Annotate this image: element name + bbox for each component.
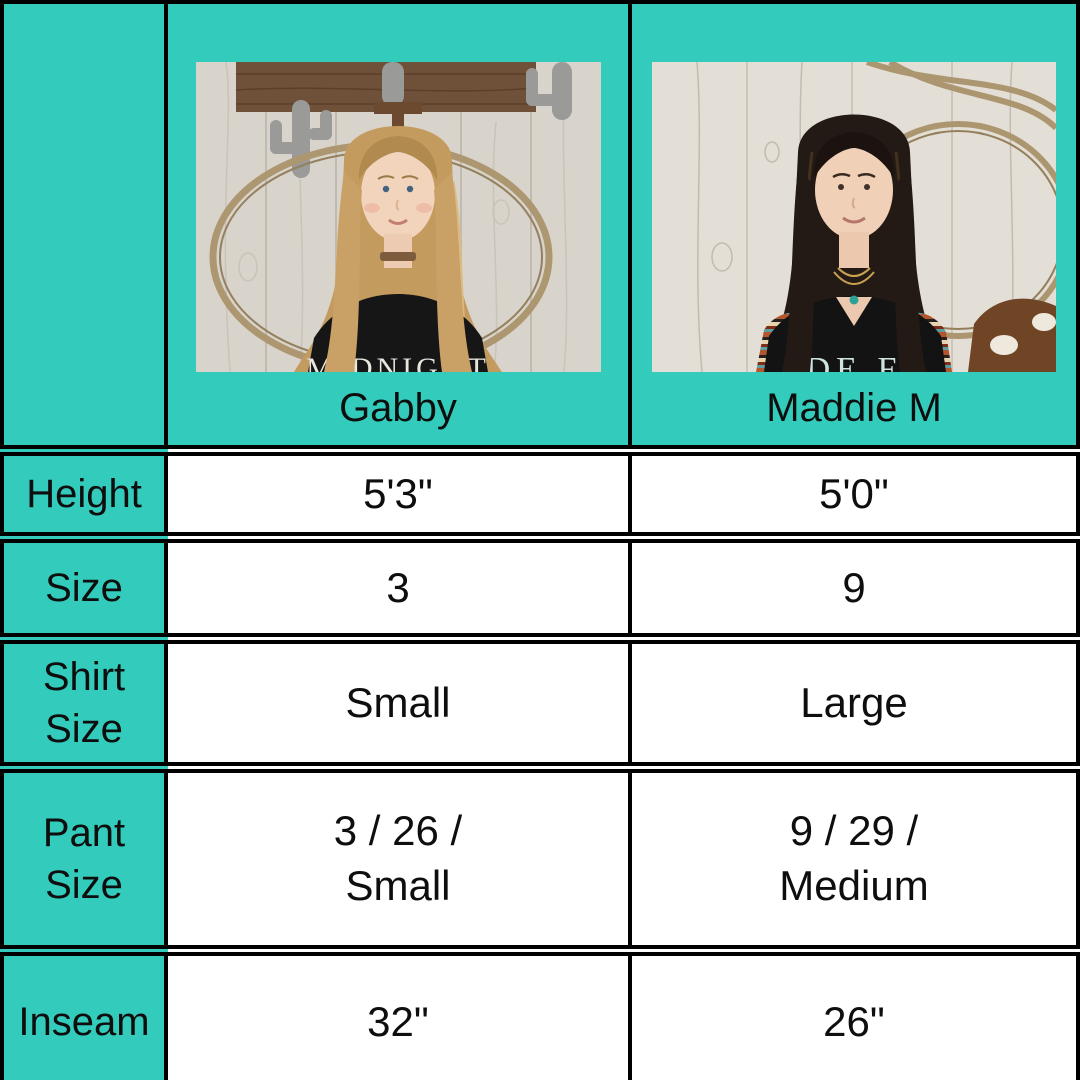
gabby-photo: MIDNIGHT	[195, 62, 601, 372]
row-shirt-size: Shirt Size Small Large	[0, 640, 1080, 766]
model-column-gabby: MIDNIGHT Gabby	[168, 0, 632, 449]
model-name-gabby: Gabby	[339, 386, 457, 430]
row-label-shirt-size: Shirt Size	[0, 640, 168, 766]
cactus-icon	[269, 62, 572, 178]
maddie-shirt-text: DE F	[806, 351, 903, 372]
inseam-gabby-value: 32"	[168, 952, 632, 1080]
row-label-height: Height	[0, 452, 168, 536]
size-maddie-value: 9	[632, 539, 1080, 637]
cowhide	[968, 298, 1056, 372]
pant-size-maddie-value: 9 / 29 / Medium	[632, 769, 1080, 949]
height-gabby-value: 5'3"	[168, 452, 632, 536]
shirt-size-gabby-value: Small	[168, 640, 632, 766]
row-height: Height 5'3" 5'0"	[0, 452, 1080, 536]
model-column-maddie: DE F Maddie M	[632, 0, 1080, 449]
model-name-maddie: Maddie M	[766, 386, 942, 430]
row-label-size: Size	[0, 539, 168, 637]
shirt-size-maddie-value: Large	[632, 640, 1080, 766]
pant-size-gabby-value: 3 / 26 / Small	[168, 769, 632, 949]
corner-cell	[0, 0, 168, 449]
row-label-pant-size: Pant Size	[0, 769, 168, 949]
row-label-inseam: Inseam	[0, 952, 168, 1080]
row-size: Size 3 9	[0, 539, 1080, 637]
height-maddie-value: 5'0"	[632, 452, 1080, 536]
wood-bracket	[373, 102, 422, 130]
header-row: MIDNIGHT Gabby	[0, 0, 1080, 449]
inseam-maddie-value: 26"	[632, 952, 1080, 1080]
row-pant-size: Pant Size 3 / 26 / Small 9 / 29 / Medium	[0, 769, 1080, 949]
size-gabby-value: 3	[168, 539, 632, 637]
maddie-figure: DE F	[756, 114, 952, 372]
gabby-figure: MIDNIGHT	[293, 126, 502, 372]
row-inseam: Inseam 32" 26"	[0, 952, 1080, 1080]
maddie-photo: DE F	[652, 62, 1056, 372]
